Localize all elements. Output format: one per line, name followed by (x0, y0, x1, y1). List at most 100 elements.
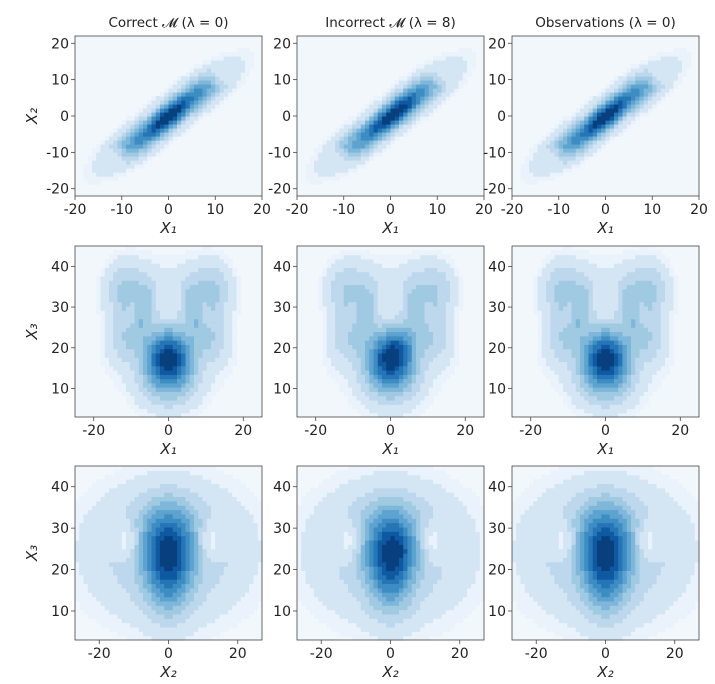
density-cell (635, 293, 641, 298)
density-cell (575, 344, 581, 350)
density-cell (113, 144, 119, 149)
density-cell (109, 322, 114, 328)
density-cell (580, 258, 585, 264)
density-cell (377, 116, 383, 121)
density-cell (609, 92, 615, 97)
density-cell (143, 382, 148, 388)
density-cell (580, 310, 585, 316)
density-cell (571, 267, 577, 273)
density-cell (322, 322, 328, 328)
density-cell (403, 387, 409, 392)
density-cell (533, 176, 539, 181)
density-cell (656, 369, 662, 375)
density-cell (126, 128, 131, 133)
density-cell (584, 250, 590, 256)
density-cell (211, 88, 216, 93)
density-cell (546, 152, 551, 157)
density-cell (206, 318, 212, 324)
density-cell (605, 310, 611, 316)
density-cell (416, 80, 421, 85)
density-cell (126, 254, 131, 260)
density-cell (614, 92, 619, 97)
density-cell (189, 68, 195, 73)
density-cell (134, 340, 140, 345)
density-cell (614, 301, 619, 307)
density-cell (92, 152, 97, 157)
density-cell (609, 365, 615, 371)
density-cell (441, 254, 447, 260)
density-cell (635, 322, 641, 328)
density-cell (601, 144, 607, 149)
density-cell (403, 275, 409, 281)
density-cell (305, 164, 311, 169)
density-cell (322, 288, 328, 294)
density-cell (390, 280, 396, 286)
density-cell (541, 140, 547, 145)
density-cell (546, 132, 551, 137)
density-cell (428, 72, 434, 77)
density-cell (622, 352, 628, 358)
density-cell (580, 280, 585, 286)
density-cell (360, 280, 366, 286)
density-cell (113, 156, 119, 161)
density-cell (445, 369, 451, 375)
density-cell (618, 84, 624, 89)
density-cell (635, 284, 641, 290)
density-cell (558, 267, 564, 273)
density-cell (377, 335, 383, 341)
density-cell (365, 305, 370, 311)
density-cell (394, 124, 400, 129)
density-cell (454, 275, 460, 281)
density-cell (206, 378, 212, 384)
density-cell (377, 408, 383, 414)
density-cell (597, 92, 602, 97)
density-cell (554, 275, 560, 281)
density-cell (648, 108, 653, 113)
density-cell (356, 310, 362, 316)
density-cell (546, 254, 551, 260)
density-cell (160, 361, 165, 367)
density-cell (597, 275, 602, 281)
density-cell (202, 369, 208, 375)
density-cell (394, 108, 400, 113)
density-cell (403, 357, 409, 363)
density-cell (335, 327, 341, 333)
density-cell (652, 314, 658, 320)
density-cell (635, 352, 641, 358)
density-cell (185, 128, 191, 133)
density-cell (377, 112, 383, 117)
density-cell (580, 374, 585, 380)
density-cell (575, 160, 581, 165)
density-cell (673, 68, 679, 73)
density-cell (151, 305, 157, 311)
density-cell (189, 92, 195, 97)
density-cell (198, 293, 204, 298)
density-cell (588, 404, 594, 410)
density-cell (428, 374, 434, 380)
density-cell (424, 352, 430, 358)
density-cell (245, 72, 250, 77)
density-cell (339, 160, 345, 165)
density-cell (117, 148, 123, 153)
density-cell (215, 60, 221, 65)
density-cell (437, 96, 443, 101)
density-cell (206, 382, 212, 388)
density-cell (403, 314, 409, 320)
density-cell (343, 297, 349, 303)
density-cell (656, 280, 662, 286)
density-cell (181, 391, 187, 397)
density-cell (194, 382, 199, 388)
density-cell (433, 284, 438, 290)
density-cell (454, 267, 460, 273)
density-cell (390, 322, 396, 328)
density-cell (318, 284, 324, 290)
density-cell (588, 148, 594, 153)
density-cell (198, 331, 204, 337)
density-cell (134, 378, 140, 384)
density-cell (134, 250, 140, 256)
density-cell (143, 160, 148, 165)
density-cell (386, 387, 392, 392)
density-cell (454, 88, 460, 93)
density-cell (660, 352, 666, 358)
density-cell (533, 168, 539, 173)
